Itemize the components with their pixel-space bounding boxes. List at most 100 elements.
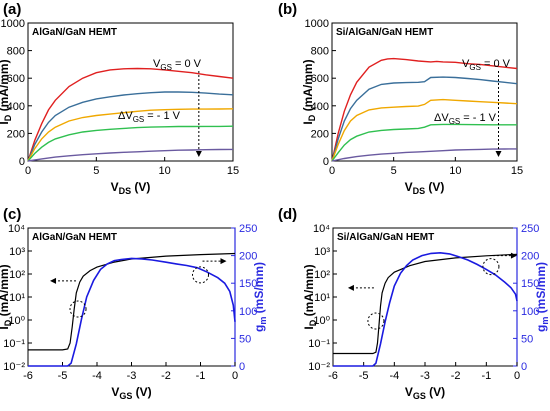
indicator-arrowhead-right (220, 258, 227, 265)
y-axis-label: ID (mA/mm) (0, 59, 13, 124)
x-tick-label: 5 (391, 165, 397, 177)
annotation-vgs-step: ΔVGS = - 1 V (434, 112, 497, 126)
x-tick-label: 15 (511, 165, 523, 177)
y-tick-label: 10⁻² (3, 361, 25, 373)
plot-frame (27, 22, 234, 162)
chart-title: AlGaN/GaN HEMT (32, 232, 117, 243)
vgs-arrow-head (195, 151, 202, 157)
y-right-tick-label: 0 (521, 361, 527, 373)
chart-title: Si/AlGaN/GaN HEMT (337, 232, 434, 243)
y-tick-label: 10¹ (9, 292, 25, 304)
chart-title: AlGaN/GaN HEMT (32, 27, 117, 38)
y-tick-label: 10² (9, 269, 25, 281)
series-line-2 (28, 257, 236, 367)
y-tick-label: 10⁰ (313, 315, 330, 327)
y-tick-label: 10⁻² (308, 361, 330, 373)
panel-label: (d) (278, 206, 297, 223)
series-line-1 (331, 57, 518, 162)
indicator-arrowhead-left (347, 284, 354, 291)
y-tick-label: 200 (311, 128, 329, 140)
series-line-3 (331, 98, 518, 162)
y-right-tick-label: 50 (521, 333, 533, 345)
plot-frame (331, 22, 518, 162)
y-tick-label: 1000 (305, 18, 329, 30)
panel-label: (b) (278, 1, 297, 18)
series-line-1 (27, 67, 234, 162)
y-tick-label: 600 (7, 73, 25, 85)
x-tick-label: -4 (92, 370, 102, 382)
y-right-axis-label: gm (mS/mm) (252, 262, 268, 332)
series-line-2 (333, 251, 518, 367)
x-tick-label: -6 (328, 370, 338, 382)
y-tick-label: 600 (311, 73, 329, 85)
y-right-tick-label: 50 (239, 333, 251, 345)
y-tick-label: 10⁻¹ (3, 338, 25, 350)
series-line-4 (331, 123, 517, 162)
y-tick-label: 10⁴ (313, 223, 330, 235)
annotation-vgs-top: VGS = 0 V (462, 58, 511, 72)
indicator-circle-left (69, 300, 87, 318)
y-right-tick-label: 250 (521, 223, 539, 235)
y-right-tick-label: 0 (239, 361, 245, 373)
x-tick-label: -2 (161, 370, 171, 382)
chart-title: Si/AlGaN/GaN HEMT (336, 27, 433, 38)
panel-label: (a) (3, 1, 21, 18)
y-tick-label: 200 (7, 128, 25, 140)
x-tick-label: -3 (127, 370, 137, 382)
y-right-axis-label: gm (mS/mm) (534, 262, 550, 332)
x-tick-label: -6 (23, 370, 33, 382)
y-tick-label: 1000 (1, 18, 25, 30)
x-tick-label: -5 (58, 370, 68, 382)
x-tick-label: -3 (420, 370, 430, 382)
y-tick-label: 400 (311, 101, 329, 113)
x-tick-label: -4 (389, 370, 399, 382)
x-tick-label: -1 (481, 370, 491, 382)
x-tick-label: -2 (451, 370, 461, 382)
y-tick-label: 10⁴ (8, 223, 25, 235)
annotation-vgs-step: ΔVGS = - 1 V (118, 110, 181, 124)
indicator-circle-left (367, 312, 385, 330)
y-tick-label: 10⁻¹ (308, 338, 330, 350)
series-line-2 (331, 76, 518, 162)
x-tick-label: 10 (449, 165, 461, 177)
x-axis-label: VDS (V) (405, 180, 445, 196)
panel-c: (c) AlGaN/GaN HEMT 10⁻² 10⁻¹ 10⁰ 10¹ 10² 10³ 10⁴… (0, 206, 268, 401)
y-right-tick-label: 100 (521, 306, 539, 318)
series-line-4 (27, 125, 234, 162)
series-line-2 (27, 91, 234, 162)
x-tick-label: 15 (227, 165, 239, 177)
y-tick-label: 400 (7, 101, 25, 113)
series-line-5 (27, 148, 234, 162)
x-axis-label: VDS (V) (111, 180, 151, 196)
y-tick-label: 10² (314, 269, 330, 281)
x-tick-label: 10 (159, 165, 171, 177)
panel-label: (c) (3, 206, 21, 223)
y-tick-label: 10¹ (314, 292, 330, 304)
x-tick-label: 5 (93, 165, 99, 177)
series-line-5 (331, 148, 518, 162)
indicator-arrowhead-right (510, 252, 517, 259)
series-line-1 (333, 253, 518, 355)
x-tick-label: 0 (232, 370, 238, 382)
x-axis-label: VGS (V) (111, 385, 151, 401)
y-tick-label: 800 (7, 46, 25, 58)
series-line-3 (27, 108, 234, 162)
indicator-circle-right (192, 266, 209, 284)
plot-frame (332, 227, 518, 367)
panel-d: (d) Si/AlGaN/GaN HEMT 10⁻² 10⁻¹ 10⁰ 10¹ 10² 10³… (278, 206, 550, 401)
annotation-vgs-top: VGS = 0 V (153, 58, 202, 72)
x-tick-label: 0 (514, 370, 520, 382)
y-tick-label: 0 (323, 156, 329, 168)
y-axis-label: ID (mA/mm) (302, 264, 318, 329)
panel-b: (b) Si/AlGaN/GaN HEMT 0 200 400 600 800 1000 0 5 1… (278, 1, 523, 196)
y-axis-label: ID (mA/mm) (301, 59, 317, 124)
y-tick-label: 0 (19, 156, 25, 168)
y-tick-label: 800 (311, 46, 329, 58)
indicator-circle-right (482, 258, 500, 276)
y-right-tick-label: 200 (239, 251, 257, 263)
y-axis-label: ID (mA/mm) (0, 264, 13, 329)
series-line-1 (28, 252, 236, 351)
y-tick-label: 10³ (314, 246, 330, 258)
y-right-tick-label: 250 (239, 223, 257, 235)
